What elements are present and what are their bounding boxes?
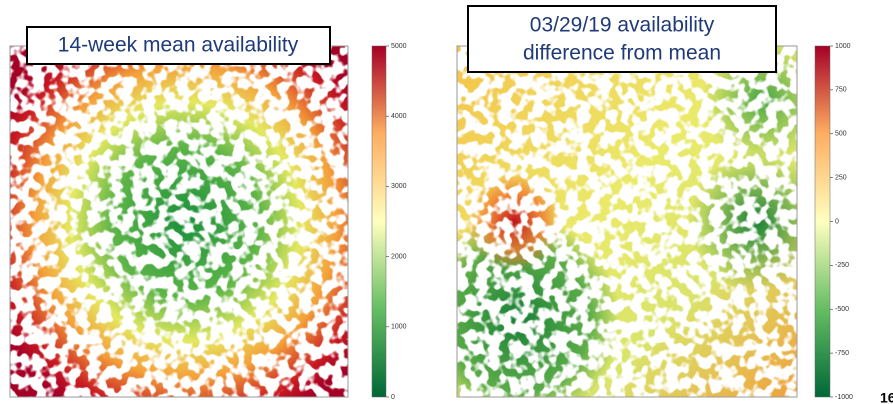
colorbar-tick-label: 3000 [391,183,407,190]
colorbar-tick-label: 0 [835,218,839,225]
panel-title: difference from mean [523,42,721,65]
colorbar [372,46,386,397]
colorbar-tick-label: 4000 [391,113,407,120]
slide: 14-week mean availability 03/29/19 avail… [0,0,893,404]
colorbar-tick-label: 500 [835,131,847,138]
colorbar-tick-label: -250 [835,262,849,269]
colorbar-tick-label: 250 [835,174,847,181]
colorbar-tick-label: 1000 [391,324,407,331]
panel-title: 03/29/19 availability [530,14,715,37]
colorbar-tick-label: 5000 [391,43,407,50]
panel-title: 14-week mean availability [58,34,299,57]
street-texture [10,46,348,397]
colorbar-tick-label: 750 [835,87,847,94]
colorbar-tick-label: 1000 [835,43,851,50]
colorbar-tick-label: -1000 [835,394,853,401]
colorbar-tick-label: 0 [391,394,395,401]
colorbar-tick-label: 2000 [391,253,407,260]
map-left [10,46,348,397]
colorbar [815,46,830,397]
map-right [457,46,797,397]
page-number: 16 [880,390,893,404]
colorbar-tick-label: -750 [835,350,849,357]
street-texture [457,46,797,397]
colorbar-tick-label: -500 [835,306,849,313]
